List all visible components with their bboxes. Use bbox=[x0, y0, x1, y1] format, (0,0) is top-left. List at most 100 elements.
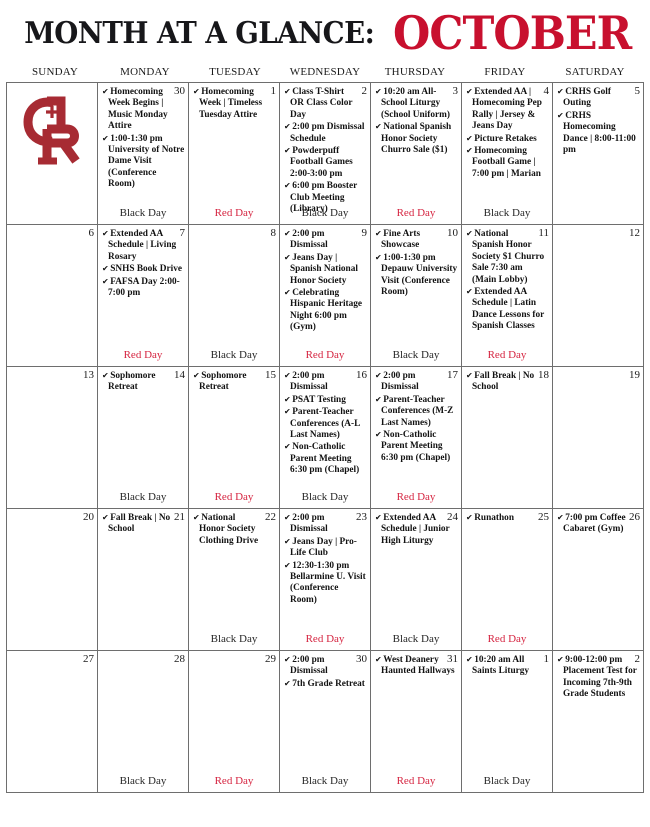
day-event-item[interactable]: ✔ Homecoming Week Begins | Music Monday A… bbox=[102, 87, 168, 132]
day-number: 7 bbox=[179, 227, 186, 239]
day-event-item[interactable]: ✔ Non-Catholic Parent Meeting 6:30 pm (Ch… bbox=[284, 442, 360, 476]
day-event-item[interactable]: ✔ Jeans Day | Pro-Life Club bbox=[284, 536, 357, 559]
calendar-day-cell[interactable]: 1 ✔ Homecoming Week | Timeless Tuesday Att… bbox=[188, 82, 280, 225]
calendar-day-cell[interactable]: 1 ✔ 10:20 am All Saints Liturgy Black Day bbox=[461, 650, 553, 793]
day-event-item[interactable]: ✔ 7th Grade Retreat bbox=[284, 678, 365, 689]
calendar-day-cell[interactable]: 30 ✔ Homecoming Week Begins | Music Monday… bbox=[97, 82, 189, 225]
day-event-item[interactable]: ✔ 2:00 pm Dismissal bbox=[284, 371, 328, 393]
day-event-item[interactable]: ✔ CRHS Homecoming Dance | 8:00-11:00 pm bbox=[557, 110, 636, 156]
day-event-item[interactable]: ✔ Sophomore Retreat bbox=[193, 371, 247, 393]
day-event-item[interactable]: ✔ Jeans Day | Spanish National Honor Soci… bbox=[284, 252, 358, 286]
calendar-day-cell[interactable]: 9 ✔ 2:00 pm Dismissal ✔ Jeans Day | Spanish … bbox=[279, 224, 371, 367]
day-event-item[interactable]: ✔ Celebrating Hispanic Heritage Night 6:0… bbox=[284, 288, 363, 333]
calendar-day-cell[interactable]: 31 ✔ West Deanery Haunted Hallways Red Day bbox=[370, 650, 462, 793]
day-event-item[interactable]: ✔ National Spanish Honor Society $1 Churr… bbox=[466, 229, 545, 285]
day-event-item[interactable]: ✔ Non-Catholic Parent Meeting 6:30 pm (Ch… bbox=[375, 430, 451, 463]
calendar-day-cell[interactable]: 19 bbox=[552, 366, 644, 509]
day-type-label: Black Day bbox=[483, 207, 531, 219]
day-event-item[interactable]: ✔ Fine Arts Showcase bbox=[375, 229, 421, 251]
calendar-day-cell[interactable]: 23 ✔ 2:00 pm Dismissal ✔ Jeans Day | Pro-Lif… bbox=[279, 508, 371, 651]
day-number: 19 bbox=[629, 369, 640, 381]
calendar-day-cell[interactable]: 10 ✔ Fine Arts Showcase ✔ 1:00-1:30 pm Depau… bbox=[370, 224, 462, 367]
day-event-item[interactable]: ✔ Fall Break | No School bbox=[102, 513, 171, 535]
calendar-day-cell[interactable]: 2 ✔ Class T-Shirt OR Class Color Day ✔ 2:00 … bbox=[279, 82, 371, 225]
day-event-item[interactable]: ✔ CRHS Golf Outing bbox=[557, 87, 611, 109]
day-event-item[interactable]: ✔ 6:00 pm Booster Club Meeting (Library) bbox=[284, 181, 358, 215]
day-event-item[interactable]: ✔ National Spanish Honor Society Churro S… bbox=[375, 122, 452, 156]
day-event-item[interactable]: ✔ Class T-Shirt OR Class Color Day bbox=[284, 87, 353, 120]
day-event-item[interactable]: ✔ 1:00-1:30 pm Depauw University Visit (C… bbox=[375, 252, 458, 298]
calendar-day-cell[interactable]: 30 ✔ 2:00 pm Dismissal ✔ 7th Grade Retreat Bl… bbox=[279, 650, 371, 793]
checkmark-icon: ✔ bbox=[284, 229, 291, 238]
calendar-day-cell[interactable]: 11 ✔ National Spanish Honor Society $1 Chu… bbox=[461, 224, 553, 367]
calendar-day-cell[interactable]: 18 ✔ Fall Break | No School bbox=[461, 366, 553, 509]
day-event-item[interactable]: ✔ Homecoming Week | Timeless Tuesday Atti… bbox=[193, 87, 263, 120]
day-number: 15 bbox=[265, 369, 276, 381]
day-event-item[interactable]: ✔ Homecoming Football Game | 7:00 pm | Ma… bbox=[466, 146, 541, 179]
day-event-item[interactable]: ✔ FAFSA Day 2:00-7:00 pm bbox=[102, 276, 180, 299]
day-event-list bbox=[11, 369, 94, 370]
calendar-day-cell[interactable]: 7 ✔ Extended AA Schedule | Living Rosary ✔ S… bbox=[97, 224, 189, 367]
day-event-item[interactable]: ✔ Extended AA Schedule | Living Rosary bbox=[102, 229, 177, 262]
day-event-item[interactable]: ✔ 2:00 pm Dismissal bbox=[284, 513, 328, 535]
day-event-item[interactable]: ✔ 12:30-1:30 pm Bellarmine U. Visit (Conf… bbox=[284, 560, 366, 605]
day-event-list bbox=[11, 227, 94, 228]
day-event-item[interactable]: ✔ 10:20 am All Saints Liturgy bbox=[466, 655, 530, 677]
calendar-day-cell[interactable]: 6 bbox=[6, 224, 98, 367]
calendar-day-cell[interactable]: 27 bbox=[6, 650, 98, 793]
day-number: 9 bbox=[361, 227, 368, 239]
calendar-day-cell[interactable]: 20 bbox=[6, 508, 98, 651]
weekday-header-row: SUNDAY MONDAY TUESDAY WEDNESDAY THURSDAY… bbox=[10, 66, 640, 78]
day-event-item[interactable]: ✔ 2:00 pm Dismissal bbox=[375, 371, 419, 393]
day-event-item[interactable]: ✔ Parent-Teacher Conferences (A-L Last Na… bbox=[284, 407, 360, 441]
day-event-item[interactable]: ✔ SNHS Book Drive bbox=[102, 264, 183, 275]
day-event-list: ✔ Fine Arts Showcase ✔ 1:00-1:30 pm Depauw … bbox=[375, 227, 458, 298]
calendar-day-cell[interactable]: 4 ✔ Extended AA | Homecoming Pep Rally | J… bbox=[461, 82, 553, 225]
checkmark-icon: ✔ bbox=[284, 655, 291, 664]
day-event-item[interactable]: ✔ 2:00 pm Dismissal bbox=[284, 655, 328, 677]
calendar-day-cell[interactable]: 24 ✔ Extended AA Schedule | Junior High Li… bbox=[370, 508, 462, 651]
day-number: 1 bbox=[270, 85, 277, 97]
calendar-day-cell[interactable] bbox=[6, 82, 98, 225]
calendar-day-cell[interactable]: 2 ✔ 9:00-12:00 pm Placement Test for Incom… bbox=[552, 650, 644, 793]
day-event-item[interactable]: ✔ West Deanery Haunted Hallways bbox=[375, 655, 455, 677]
day-cell-content: 3 ✔ 10:20 am All-School Liturgy (School Un… bbox=[372, 84, 461, 224]
day-event-item[interactable]: ✔ PSAT Testing bbox=[284, 394, 346, 405]
calendar-day-cell[interactable]: 26 ✔ 7:00 pm Coffee Cabaret (Gym) bbox=[552, 508, 644, 651]
day-event-item[interactable]: ✔ Extended AA | Homecoming Pep Rally | Je… bbox=[466, 87, 542, 132]
calendar-day-cell[interactable]: 28 Black Day bbox=[97, 650, 189, 793]
day-event-item[interactable]: ✔ 2:00 pm Dismissal Schedule bbox=[284, 122, 365, 144]
day-event-item[interactable]: ✔ Picture Retakes bbox=[466, 133, 537, 144]
calendar-day-cell[interactable]: 13 bbox=[6, 366, 98, 509]
day-event-item[interactable]: ✔ Runathon bbox=[466, 513, 514, 523]
checkmark-icon: ✔ bbox=[284, 181, 291, 191]
day-event-item[interactable]: ✔ 9:00-12:00 pm Placement Test for Incomi… bbox=[557, 655, 637, 700]
day-event-item[interactable]: ✔ 7:00 pm Coffee Cabaret (Gym) bbox=[557, 513, 626, 535]
day-type-label: Black Day bbox=[119, 775, 167, 787]
calendar-day-cell[interactable]: 14 ✔ Sophomore Retreat Black Day bbox=[97, 366, 189, 509]
checkmark-icon: ✔ bbox=[193, 87, 200, 96]
day-event-item[interactable]: ✔ Sophomore Retreat bbox=[102, 371, 156, 393]
calendar-day-cell[interactable]: 12 bbox=[552, 224, 644, 367]
day-event-item[interactable]: ✔ Extended AA Schedule | Latin Dance Less… bbox=[466, 287, 545, 332]
calendar-day-cell[interactable]: 25 ✔ Runathon Red Day bbox=[461, 508, 553, 651]
calendar-day-cell[interactable]: 16 ✔ 2:00 pm Dismissal ✔ PSAT Testing ✔ Parent… bbox=[279, 366, 371, 509]
calendar-day-cell[interactable]: 15 ✔ Sophomore Retreat Red Day bbox=[188, 366, 280, 509]
day-event-item[interactable]: ✔ 1:00-1:30 pm University of Notre Dame V… bbox=[102, 133, 185, 190]
day-event-item[interactable]: ✔ 2:00 pm Dismissal bbox=[284, 229, 328, 251]
calendar-day-cell[interactable]: 22 ✔ National Honor Society Clothing Drive… bbox=[188, 508, 280, 651]
day-event-item[interactable]: ✔ 10:20 am All-School Liturgy (School Uni… bbox=[375, 87, 450, 120]
calendar-day-cell[interactable]: 21 ✔ Fall Break | No School bbox=[97, 508, 189, 651]
calendar-day-cell[interactable]: 5 ✔ CRHS Golf Outing ✔ CRHS Homecoming Dance… bbox=[552, 82, 644, 225]
calendar-day-cell[interactable]: 3 ✔ 10:20 am All-School Liturgy (School Un… bbox=[370, 82, 462, 225]
calendar-day-cell[interactable]: 29 Red Day bbox=[188, 650, 280, 793]
calendar-day-cell[interactable]: 17 ✔ 2:00 pm Dismissal ✔ Parent-Teacher Conf… bbox=[370, 366, 462, 509]
day-event-item[interactable]: ✔ Powderpuff Football Games 2:00-3:00 pm bbox=[284, 146, 353, 179]
calendar-day-cell[interactable]: 8 Black Day bbox=[188, 224, 280, 367]
checkmark-icon: ✔ bbox=[284, 288, 291, 298]
day-number: 14 bbox=[174, 369, 185, 381]
day-event-item[interactable]: ✔ Parent-Teacher Conferences (M-Z Last Na… bbox=[375, 394, 454, 428]
day-event-item[interactable]: ✔ Fall Break | No School bbox=[466, 371, 535, 393]
day-event-item[interactable]: ✔ Extended AA Schedule | Junior High Litu… bbox=[375, 513, 450, 546]
day-event-item[interactable]: ✔ National Honor Society Clothing Drive bbox=[193, 513, 259, 546]
